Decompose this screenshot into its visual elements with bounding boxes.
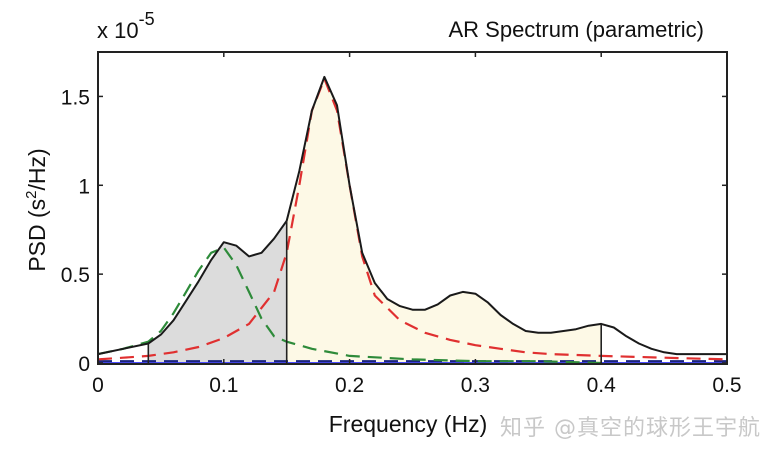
- x-tick-label: 0.4: [587, 374, 617, 397]
- watermark: 知乎 @真空的球形王宇航: [500, 416, 761, 441]
- series-lf-component: [97, 246, 602, 365]
- series-total-psd: [97, 75, 727, 356]
- frequency-bands: [98, 76, 727, 364]
- y-axis-ticks: 0 0.5 1 1.5: [61, 86, 727, 376]
- y-tick-label: 0.5: [61, 264, 90, 287]
- x-tick-label: 0.2: [335, 374, 364, 397]
- plot-frame: [97, 51, 728, 365]
- x-tick-label: 0.5: [712, 374, 741, 397]
- x-axis-ticks: 0 0.1 0.2 0.3 0.4 0.5: [92, 52, 742, 397]
- y-tick-label: 1: [78, 175, 90, 198]
- chart-title: AR Spectrum (parametric): [448, 17, 704, 42]
- x-tick-label: 0.1: [209, 374, 238, 397]
- y-tick-label: 0: [78, 353, 90, 376]
- y-axis-label: PSD (s2/Hz): [23, 148, 50, 271]
- band-lf: [148, 220, 287, 363]
- band-dividers: [147, 220, 603, 363]
- band-hf: [286, 76, 602, 364]
- x-tick-label: 0.3: [461, 374, 490, 397]
- band-above-hf: [601, 323, 727, 363]
- y-multiplier: x 10-5: [97, 9, 155, 43]
- y-tick-label: 1.5: [61, 86, 90, 109]
- x-tick-label: 0: [92, 374, 104, 397]
- x-axis-label: Frequency (Hz): [329, 411, 487, 437]
